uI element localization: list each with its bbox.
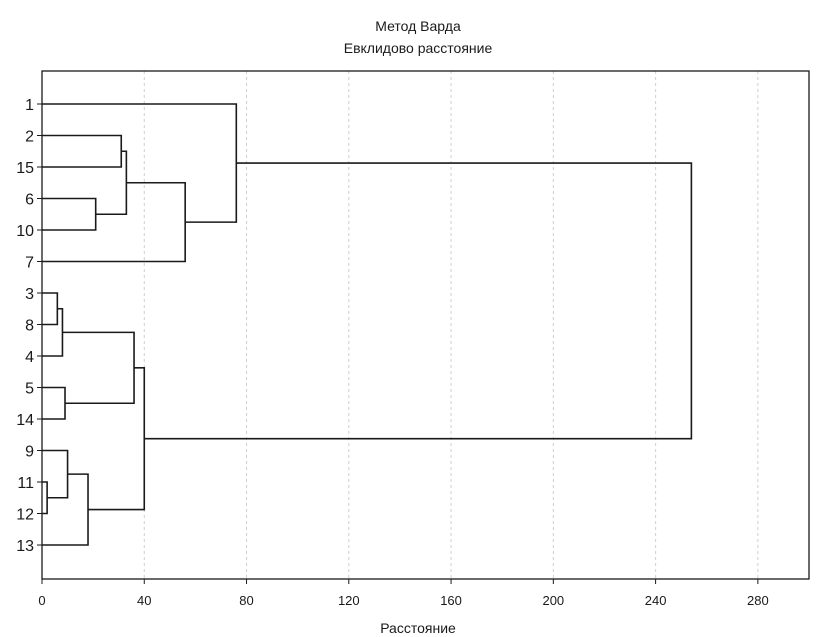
dendrogram-link [42,473,89,546]
leaf-label: 12 [16,507,34,524]
dendrogram-link [42,292,59,326]
x-axis-title: Расстояние [380,620,456,636]
leaf-label: 6 [25,192,34,209]
leaf-label: 8 [25,318,34,335]
x-tick-label: 0 [38,593,45,608]
x-tick-label: 280 [747,593,769,608]
dendrogram-link [62,331,135,405]
grid-lines [143,71,759,579]
leaf-label: 9 [25,444,34,461]
leaf-label: 11 [17,475,34,492]
leaf-label: 5 [25,381,34,398]
leaf-label: 14 [16,412,34,429]
x-tick-label: 40 [137,593,151,608]
leaf-label: 13 [16,538,34,555]
dendrogram-link [42,134,123,168]
dendrogram-link [88,367,146,511]
dendrogram-link [42,307,64,357]
x-tick-label: 120 [338,593,360,608]
x-tick-label: 200 [542,593,564,608]
leaf-label: 3 [25,286,34,303]
plot-frame [41,70,810,580]
leaf-label: 2 [25,129,34,146]
leaf-label: 10 [16,223,34,240]
dendrogram-link [42,197,97,231]
dendrogram-links [42,103,693,546]
leaf-label: 4 [25,349,34,366]
x-axis-ticks: 0 40 80 120 160 200 240 280 [38,579,769,608]
dendrogram-link [42,449,69,499]
dendrogram-link [42,386,66,420]
chart-subtitle: Евклидово расстояние [344,40,493,56]
dendrogram-link [144,162,693,440]
dendrogram-link [42,181,186,263]
chart-title: Метод Варда [375,18,461,34]
x-tick-label: 80 [239,593,253,608]
dendrogram-link [42,481,48,515]
x-tick-label: 160 [440,593,462,608]
x-tick-label: 240 [645,593,667,608]
dendrogram-link [42,103,238,223]
leaf-label: 1 [25,97,34,114]
leaf-label: 7 [25,255,34,272]
leaf-label: 15 [16,160,34,177]
